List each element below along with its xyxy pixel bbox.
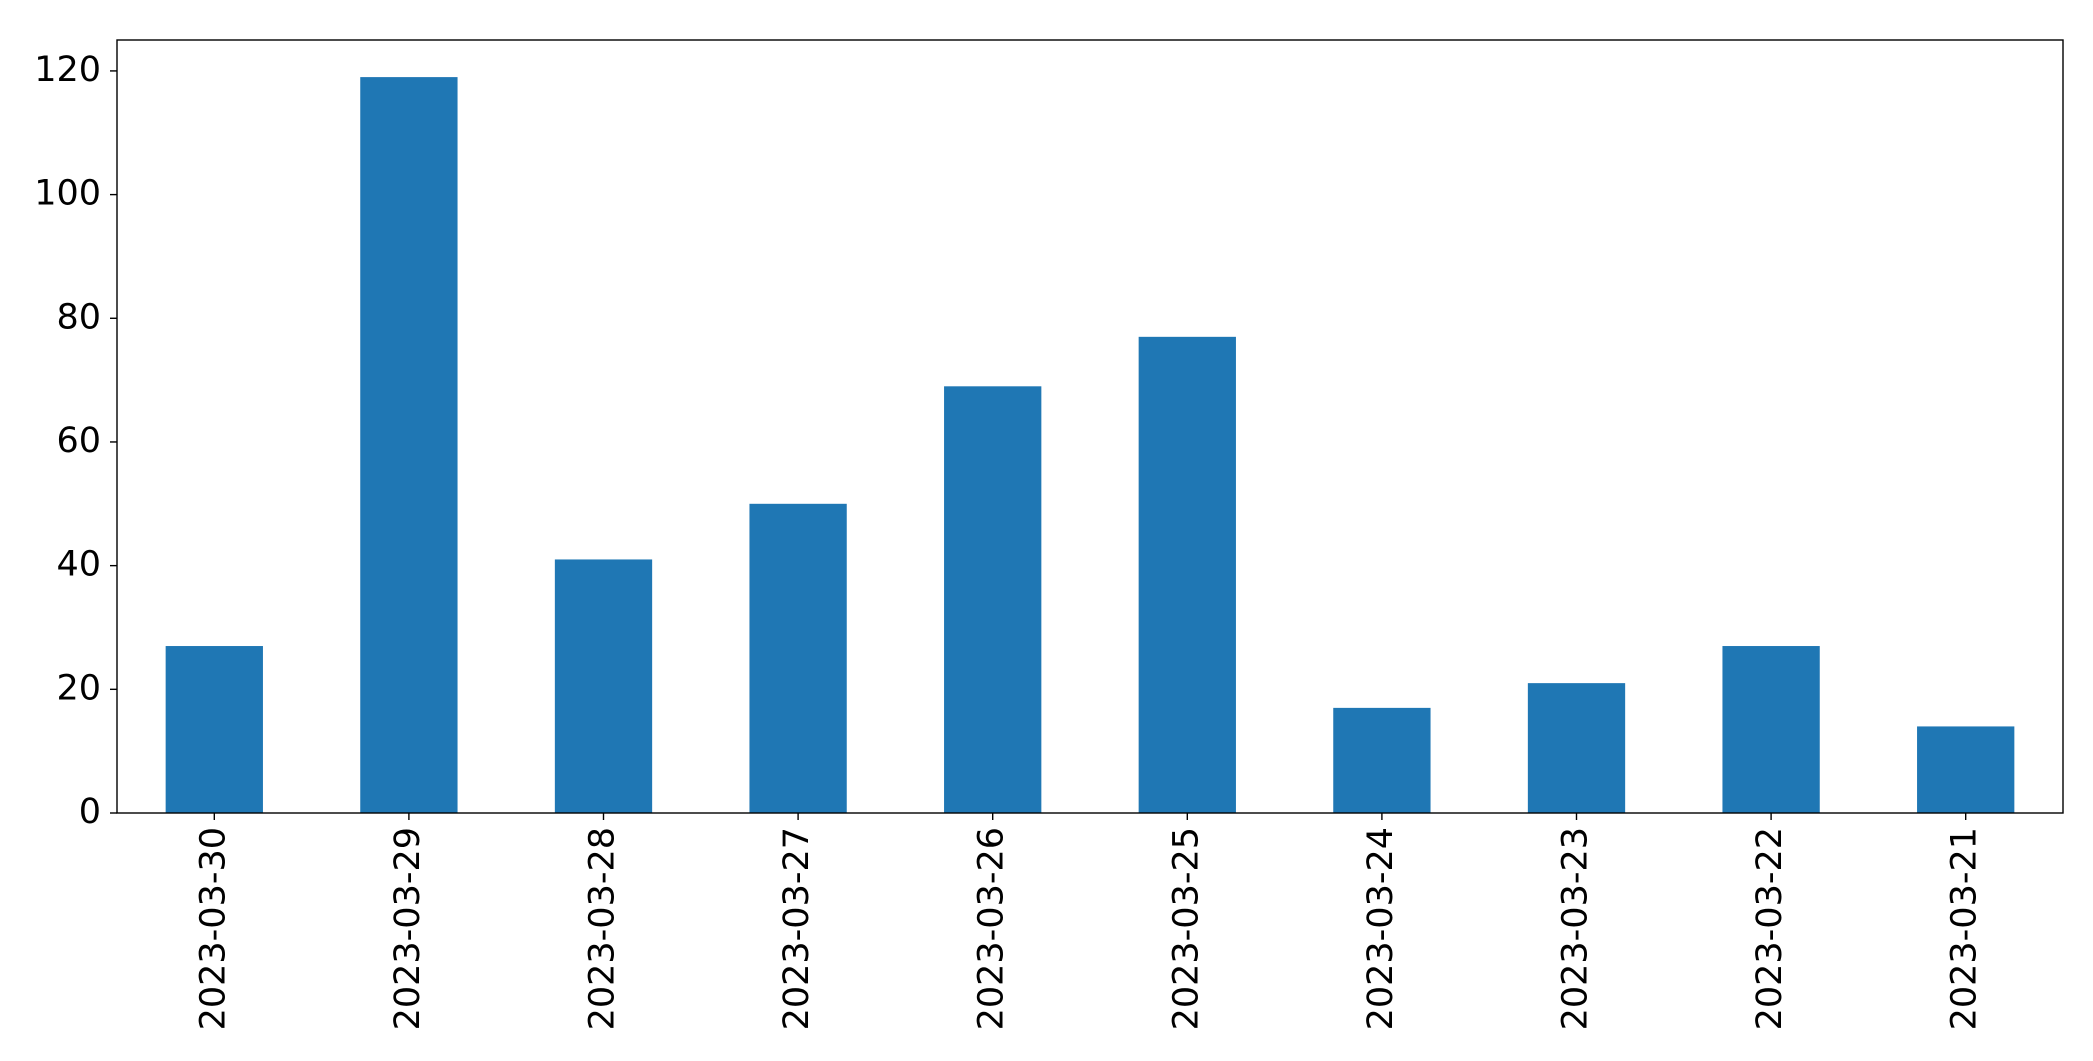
x-tick-label: 2023-03-25 [1166,827,1206,1030]
x-tick-label: 2023-03-27 [777,827,817,1030]
bar [165,646,263,813]
x-tick-label: 2023-03-23 [1556,827,1596,1030]
bar [944,386,1042,813]
plot-frame [116,39,2064,814]
y-tick-label: 60 [56,421,101,461]
x-tick-label: 2023-03-21 [1945,827,1985,1030]
y-tick-label: 80 [56,297,101,337]
bar [1527,683,1626,813]
x-tick-label: 2023-03-22 [1750,827,1790,1030]
y-tick-label: 120 [34,50,101,90]
x-tick-label: 2023-03-29 [388,827,428,1030]
bar [1138,336,1236,813]
bar [554,559,653,813]
x-tick-label: 2023-03-30 [193,827,233,1030]
x-tick-label: 2023-03-26 [972,827,1012,1030]
y-tick-label: 100 [34,174,101,214]
y-tick-label: 40 [56,545,101,585]
bar [1917,726,2015,813]
y-tick-label: 0 [79,792,101,832]
y-tick-label: 20 [56,668,101,708]
bar [360,77,458,813]
bar [749,503,847,813]
bar [1722,646,1820,813]
bar [1333,707,1431,813]
x-tick-label: 2023-03-24 [1361,827,1401,1030]
x-tick-label: 2023-03-28 [583,827,623,1030]
